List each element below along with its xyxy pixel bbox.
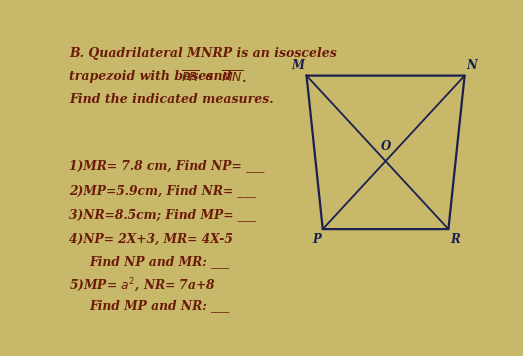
Text: and: and xyxy=(201,70,236,83)
Text: O: O xyxy=(380,140,391,153)
Text: P: P xyxy=(312,233,321,246)
Text: $\overline{MN}$.: $\overline{MN}$. xyxy=(221,70,247,86)
Text: B. Quadrilateral MNRP is an isosceles: B. Quadrilateral MNRP is an isosceles xyxy=(70,47,337,60)
Text: R: R xyxy=(450,233,460,246)
Text: Find the indicated measures.: Find the indicated measures. xyxy=(70,93,274,106)
Text: M: M xyxy=(291,58,304,72)
Text: Find MP and NR: ___: Find MP and NR: ___ xyxy=(90,299,230,312)
Text: $\overline{PR}$: $\overline{PR}$ xyxy=(181,70,199,85)
Text: N: N xyxy=(467,58,477,72)
Text: 4)NP= 2X+3, MR= 4X-5: 4)NP= 2X+3, MR= 4X-5 xyxy=(70,233,233,246)
Text: 5)MP= $a^2$, NR= 7a+8: 5)MP= $a^2$, NR= 7a+8 xyxy=(70,277,217,295)
Text: 1)MR= 7.8 cm, Find NP= ___: 1)MR= 7.8 cm, Find NP= ___ xyxy=(70,159,265,172)
Text: 3)NR=8.5cm; Find MP= ___: 3)NR=8.5cm; Find MP= ___ xyxy=(70,209,257,221)
Text: trapezoid with bases: trapezoid with bases xyxy=(70,70,218,83)
Text: Find NP and MR: ___: Find NP and MR: ___ xyxy=(90,255,230,268)
Text: 2)MP=5.9cm, Find NR= ___: 2)MP=5.9cm, Find NR= ___ xyxy=(70,184,256,197)
